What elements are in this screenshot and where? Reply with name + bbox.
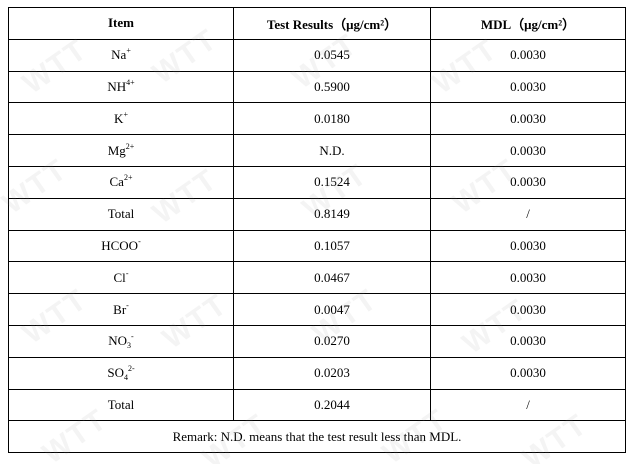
table-row: Mg2+ N.D. 0.0030 (8, 134, 626, 167)
table-row: Cl- 0.0467 0.0030 (8, 261, 626, 295)
item-cell: NO3- (8, 324, 234, 358)
item-subscript: 3 (127, 341, 132, 351)
mdl-cell: 0.0030 (430, 165, 626, 199)
item-superscript: - (125, 268, 129, 278)
item-superscript: 2- (127, 364, 135, 374)
result-cell: 0.0545 (233, 38, 431, 72)
result-cell: 0.0180 (233, 102, 431, 136)
mdl-cell: 0.0030 (430, 293, 626, 326)
item-cell: HCOO- (8, 229, 234, 263)
item-superscript: 2+ (125, 141, 135, 151)
item-name: NO (108, 333, 128, 349)
item-name: Ca (109, 174, 124, 190)
item-cell: Br- (8, 293, 234, 326)
item-name: K (114, 110, 124, 126)
item-superscript: - (138, 236, 141, 246)
item-cell: Mg2+ (8, 134, 234, 167)
item-subscript: 4 (123, 373, 128, 383)
table-row: Na+ 0.0545 0.0030 (8, 38, 626, 72)
table-row: Br- 0.0047 0.0030 (8, 293, 626, 326)
item-name: Mg (107, 142, 126, 158)
item-superscript: + (126, 46, 131, 56)
table-row: Ca2+ 0.1524 0.0030 (8, 165, 626, 199)
result-header: Test Results（μg/cm²） (233, 7, 431, 40)
item-cell: SO42- (8, 356, 234, 390)
mdl-cell: 0.0030 (430, 38, 626, 72)
item-name: Na (111, 47, 127, 63)
mdl-cell: / (430, 197, 626, 231)
item-cell: Ca2+ (8, 165, 234, 199)
item-superscript: 4+ (126, 77, 135, 87)
result-cell: 0.0047 (233, 293, 431, 326)
result-cell: 0.0270 (233, 324, 431, 358)
table-row: SO42- 0.0203 0.0030 (8, 356, 626, 390)
mdl-cell: 0.0030 (430, 102, 626, 136)
item-cell: Total (8, 197, 234, 231)
table-row: NH4+ 0.5900 0.0030 (8, 70, 626, 104)
table-row: Total 0.8149/ (8, 197, 626, 231)
item-name: HCOO (101, 237, 139, 253)
table-row: K+ 0.0180 0.0030 (8, 102, 626, 136)
result-cell: 0.8149 (233, 197, 431, 231)
item-name: NH (107, 78, 127, 94)
mdl-cell: 0.0030 (430, 229, 626, 263)
item-superscript: - (126, 300, 129, 310)
item-name: Total (107, 396, 135, 412)
remark-text: Remark: N.D. means that the test result … (8, 420, 626, 454)
result-cell: N.D. (233, 134, 431, 167)
item-cell: NH4+ (8, 70, 234, 104)
mdl-cell: 0.0030 (430, 70, 626, 104)
table-row: NO3- 0.0270 0.0030 (8, 324, 626, 358)
item-name: Total (107, 206, 135, 222)
item-name: Br (113, 301, 127, 317)
remark-row: Remark: N.D. means that the test result … (8, 420, 626, 454)
mdl-header: MDL（μg/cm²） (430, 7, 626, 40)
result-cell: 0.1524 (233, 165, 431, 199)
item-name: Cl (113, 269, 126, 285)
table-row: HCOO- 0.1057 0.0030 (8, 229, 626, 263)
result-cell: 0.5900 (233, 70, 431, 104)
item-cell: K+ (8, 102, 234, 136)
table-body: Na+ 0.0545 0.0030 NH4+ 0.5900 0.0030 K+ 0.0180 0… (8, 38, 626, 422)
mdl-cell: / (430, 388, 626, 422)
item-header: Item (8, 7, 234, 40)
result-cell: 0.2044 (233, 388, 431, 422)
item-superscript: 2+ (123, 173, 133, 183)
mdl-cell: 0.0030 (430, 261, 626, 295)
result-cell: 0.0203 (233, 356, 431, 390)
mdl-cell: 0.0030 (430, 134, 626, 167)
item-cell: Total (8, 388, 234, 422)
item-name: SO (107, 365, 124, 381)
header-row: Item Test Results（μg/cm²） MDL（μg/cm²） (8, 7, 626, 40)
mdl-cell: 0.0030 (430, 356, 626, 390)
item-superscript: - (131, 332, 134, 342)
result-cell: 0.1057 (233, 229, 431, 263)
item-cell: Cl- (8, 261, 234, 295)
item-cell: Na+ (8, 38, 234, 72)
table-row: Total 0.2044/ (8, 388, 626, 422)
item-superscript: + (123, 109, 128, 119)
mdl-cell: 0.0030 (430, 324, 626, 358)
result-cell: 0.0467 (233, 261, 431, 295)
results-table: Item Test Results（μg/cm²） MDL（μg/cm²） Na… (8, 7, 626, 454)
